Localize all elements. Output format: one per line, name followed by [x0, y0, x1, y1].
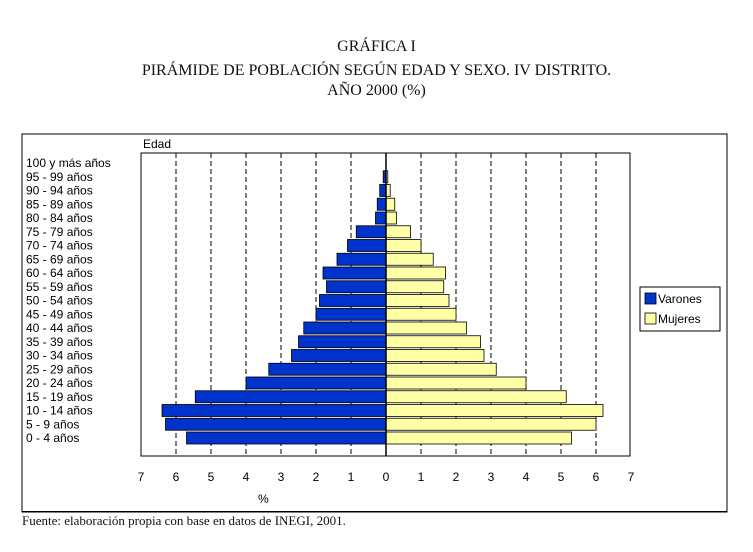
bar-mujeres: [385, 239, 422, 252]
y-tick-label: 40 - 44 años: [26, 321, 93, 335]
legend-swatch: [644, 312, 657, 325]
bar-varones: [186, 431, 387, 445]
x-tick-label: 6: [593, 470, 600, 484]
chart-title-line2: PIRÁMIDE DE POBLACIÓN SEGÚN EDAD Y SEXO.…: [141, 62, 612, 79]
x-tick-label: 3: [488, 470, 495, 484]
x-tick-label: 3: [278, 470, 285, 484]
bar-varones: [376, 197, 387, 211]
chart-title-line1: GRÁFICA I: [337, 38, 416, 55]
bar-mujeres: [385, 197, 396, 211]
legend-label: Varones: [658, 292, 702, 306]
y-tick-label: 20 - 24 años: [26, 376, 93, 390]
bar-varones: [161, 404, 387, 417]
bar-varones: [298, 335, 387, 349]
x-tick-label: 5: [558, 470, 565, 484]
y-axis-title: Edad: [143, 137, 171, 151]
bar-mujeres: [385, 307, 457, 321]
bar-mujeres: [385, 362, 497, 376]
x-tick-label: 7: [628, 470, 635, 484]
y-tick-label: 35 - 39 años: [26, 335, 93, 349]
legend: Varones Mujeres: [639, 286, 721, 332]
bar-varones: [303, 321, 387, 335]
bar-mujeres: [385, 225, 411, 239]
bar-varones: [291, 349, 387, 362]
bar-varones: [355, 225, 387, 239]
y-tick-label: 0 - 4 años: [26, 431, 79, 445]
y-tick-label: 85 - 89 años: [26, 197, 93, 211]
y-tick-label: 90 - 94 años: [26, 184, 93, 198]
y-tick-label: 100 y más años: [26, 156, 111, 170]
bar-mujeres: [385, 390, 567, 404]
y-tick-label: 65 - 69 años: [26, 252, 93, 266]
bar-varones: [194, 390, 387, 404]
bar-varones: [322, 266, 387, 280]
bar-mujeres: [385, 417, 597, 431]
bar-varones: [315, 307, 387, 321]
x-tick-label: 1: [348, 470, 355, 484]
y-tick-label: 25 - 29 años: [26, 362, 93, 376]
x-axis-title: %: [258, 492, 269, 506]
y-tick-label: 10 - 14 años: [26, 404, 93, 418]
bar-varones: [347, 239, 387, 252]
y-tick-label: 75 - 79 años: [26, 225, 93, 239]
bar-varones: [268, 362, 387, 376]
y-tick-label: 5 - 9 años: [26, 417, 79, 431]
footer-rule: [22, 511, 727, 512]
bar-varones: [326, 280, 387, 294]
y-tick-label: 50 - 54 años: [26, 294, 93, 308]
bar-mujeres: [385, 376, 527, 390]
y-tick-label: 15 - 19 años: [26, 390, 93, 404]
bar-varones: [319, 294, 387, 307]
bar-mujeres: [385, 211, 397, 225]
source-note: Fuente: elaboración propia con base en d…: [22, 513, 346, 528]
legend-swatch: [644, 292, 657, 305]
bars: [161, 153, 604, 456]
bar-mujeres: [385, 335, 481, 349]
bar-mujeres: [385, 349, 485, 362]
bar-varones: [375, 211, 387, 225]
x-axis-labels: 7 6 5 4 3 2 1 0 1 2 3 4 5 6 7: [138, 470, 635, 484]
y-tick-label: 80 - 84 años: [26, 211, 93, 225]
x-tick-label: 5: [208, 470, 215, 484]
y-tick-label: 55 - 59 años: [26, 280, 93, 294]
bar-mujeres: [385, 252, 434, 266]
bar-varones: [245, 376, 387, 390]
x-tick-label: 1: [418, 470, 425, 484]
bar-mujeres: [385, 404, 604, 417]
bar-mujeres: [385, 431, 572, 445]
x-tick-label: 4: [243, 470, 250, 484]
legend-label: Mujeres: [658, 312, 701, 326]
y-tick-label: 45 - 49 años: [26, 307, 93, 321]
bar-mujeres: [385, 321, 467, 335]
x-tick-label: 7: [138, 470, 145, 484]
bar-varones: [379, 184, 387, 197]
y-tick-label: 30 - 34 años: [26, 349, 93, 363]
y-tick-label: 95 - 99 años: [26, 170, 93, 184]
x-tick-label: 4: [523, 470, 530, 484]
bar-varones: [165, 417, 387, 431]
bar-varones: [336, 252, 387, 266]
x-tick-label: 6: [173, 470, 180, 484]
bar-mujeres: [385, 280, 445, 294]
chart-frame: [21, 133, 728, 513]
bar-mujeres: [385, 266, 446, 280]
y-tick-label: 70 - 74 años: [26, 239, 93, 253]
x-tick-label: 0: [383, 470, 390, 484]
bar-mujeres: [385, 294, 450, 307]
x-tick-label: 2: [453, 470, 460, 484]
y-tick-label: 60 - 64 años: [26, 266, 93, 280]
x-tick-label: 2: [313, 470, 320, 484]
chart-title-line3: AÑO 2000 (%): [327, 82, 426, 99]
